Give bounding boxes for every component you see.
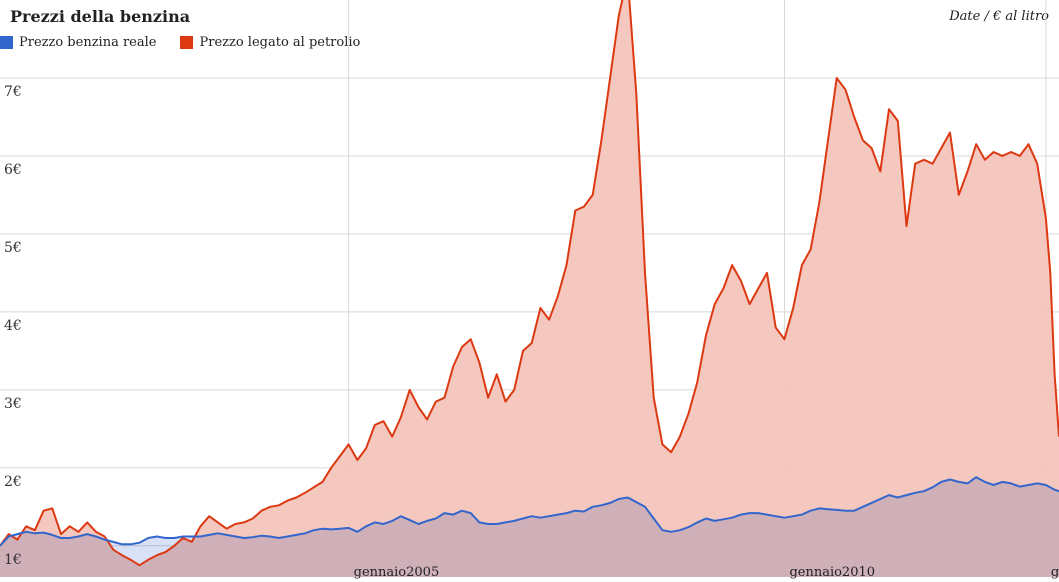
y-tick-label: 6€ xyxy=(4,162,22,178)
series-line-layer xyxy=(0,0,1059,567)
legend-label-reale: Prezzo benzina reale xyxy=(19,35,157,50)
x-tick-label: g... xyxy=(1051,565,1059,580)
axis-labels-layer: 1€ 2€ 3€ 4€ 5€ 6€ 7€ gennaio2005 gennaio2010 g... xyxy=(4,84,1059,580)
area-prezzo-reale xyxy=(0,477,1059,577)
y-tick-label: 7€ xyxy=(4,84,22,100)
chart-legend: Prezzo benzina reale Prezzo legato al pe… xyxy=(0,35,360,50)
legend-item-petrolio[interactable]: Prezzo legato al petrolio xyxy=(180,35,360,50)
y-tick-label: 4€ xyxy=(4,318,22,334)
legend-label-petrolio: Prezzo legato al petrolio xyxy=(199,35,361,50)
y-tick-label: 5€ xyxy=(4,240,22,256)
x-tick-label: gennaio2010 xyxy=(789,565,875,580)
legend-swatch-reale xyxy=(0,36,13,49)
line-prezzo-petrolio[interactable] xyxy=(0,0,1059,567)
legend-item-reale[interactable]: Prezzo benzina reale xyxy=(0,35,156,50)
line-prezzo-reale[interactable] xyxy=(0,476,1059,547)
y-tick-label: 1€ xyxy=(4,552,22,568)
y-tick-label: 2€ xyxy=(4,474,22,490)
x-tick-label: gennaio2005 xyxy=(354,565,440,580)
legend-swatch-petrolio xyxy=(180,36,194,49)
chart-title: Prezzi della benzina xyxy=(10,7,191,26)
y-tick-label: 3€ xyxy=(4,396,22,412)
chart-unit-label: Date / € al litro xyxy=(949,9,1049,24)
